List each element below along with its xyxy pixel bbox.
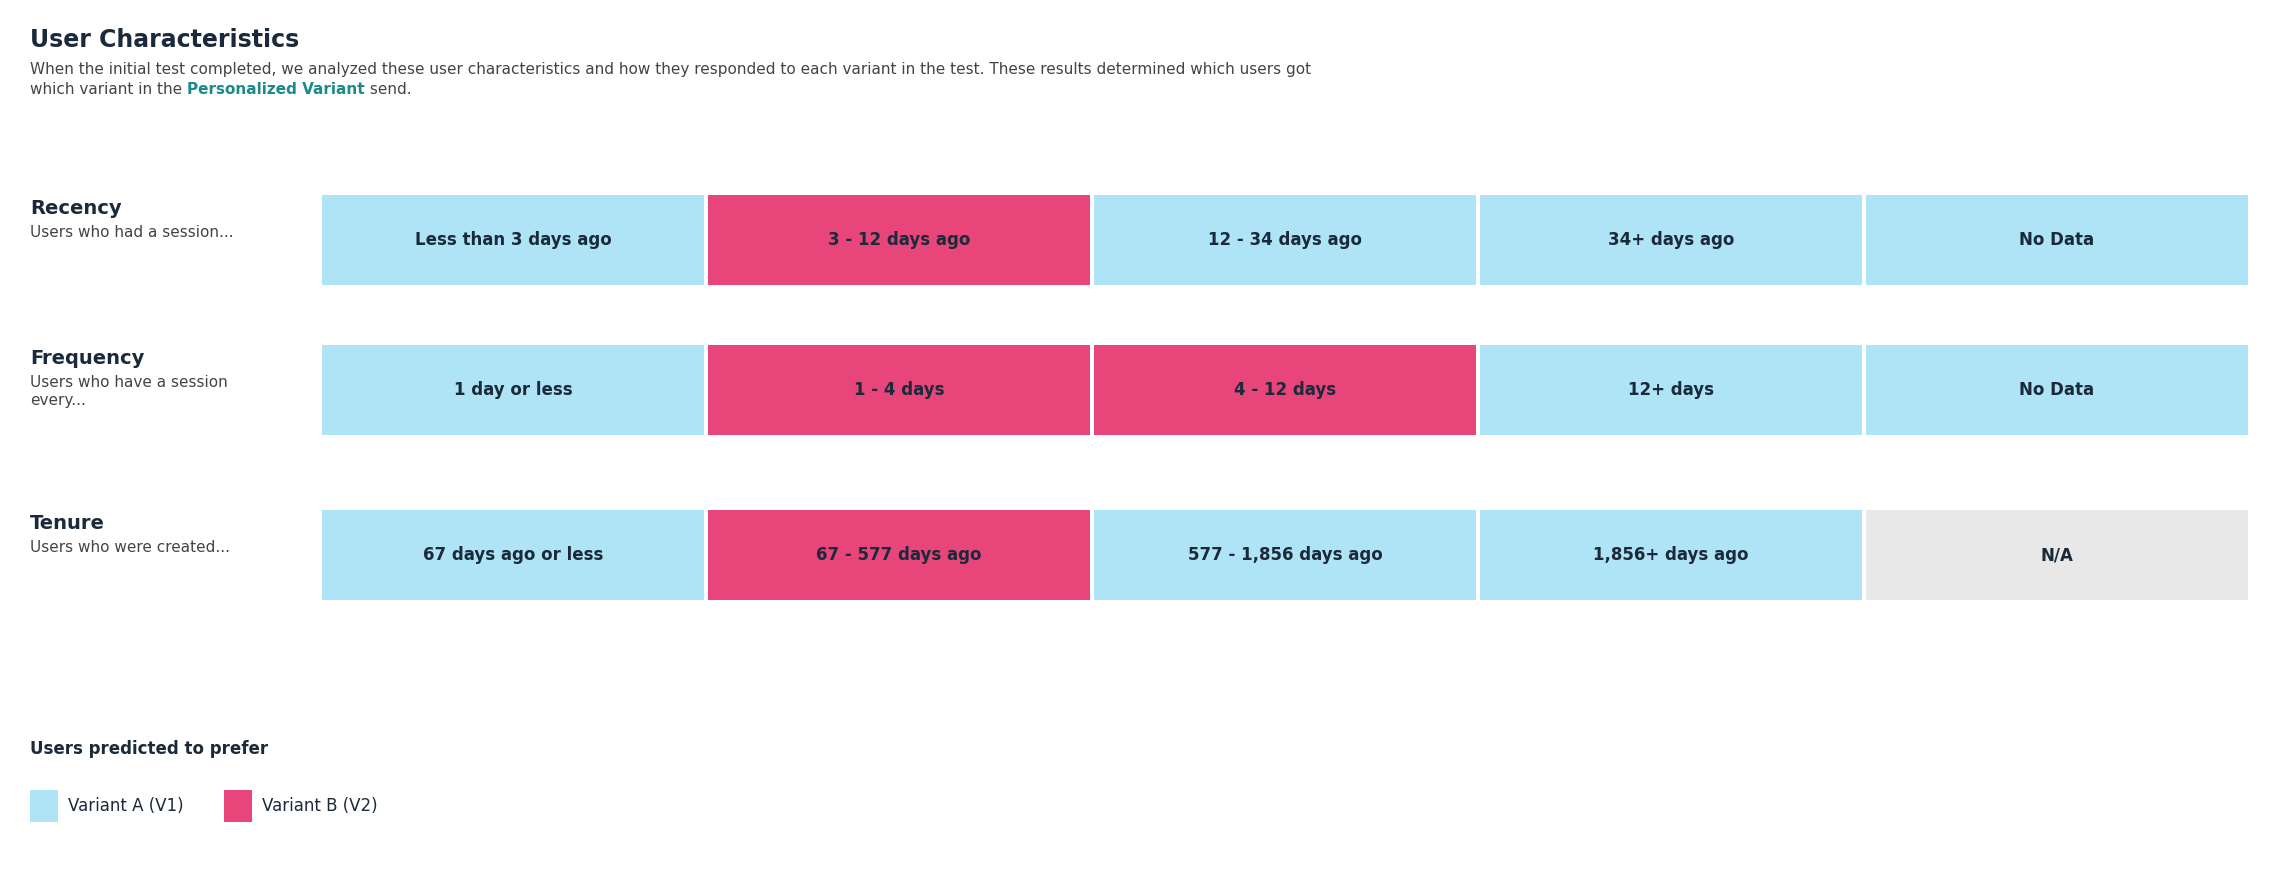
FancyBboxPatch shape bbox=[322, 345, 704, 435]
Text: Personalized Variant: Personalized Variant bbox=[187, 82, 366, 97]
FancyBboxPatch shape bbox=[1865, 195, 2247, 285]
Text: 34+ days ago: 34+ days ago bbox=[1607, 231, 1735, 249]
FancyBboxPatch shape bbox=[322, 510, 704, 600]
Text: which variant in the: which variant in the bbox=[30, 82, 187, 97]
Text: Less than 3 days ago: Less than 3 days ago bbox=[414, 231, 610, 249]
Text: N/A: N/A bbox=[2041, 546, 2073, 564]
Text: 1,856+ days ago: 1,856+ days ago bbox=[1593, 546, 1749, 564]
FancyBboxPatch shape bbox=[709, 195, 1090, 285]
FancyBboxPatch shape bbox=[1479, 195, 1863, 285]
FancyBboxPatch shape bbox=[709, 345, 1090, 435]
Text: send.: send. bbox=[366, 82, 411, 97]
Text: 12 - 34 days ago: 12 - 34 days ago bbox=[1207, 231, 1362, 249]
Text: Variant A (V1): Variant A (V1) bbox=[69, 797, 183, 815]
FancyBboxPatch shape bbox=[1095, 345, 1477, 435]
Text: Tenure: Tenure bbox=[30, 514, 105, 533]
Text: Users who have a session: Users who have a session bbox=[30, 375, 229, 390]
Text: Variant B (V2): Variant B (V2) bbox=[261, 797, 377, 815]
FancyBboxPatch shape bbox=[322, 195, 704, 285]
Text: Users who had a session...: Users who had a session... bbox=[30, 225, 233, 240]
FancyBboxPatch shape bbox=[30, 790, 57, 822]
FancyBboxPatch shape bbox=[224, 790, 251, 822]
Text: every...: every... bbox=[30, 393, 87, 408]
FancyBboxPatch shape bbox=[1479, 510, 1863, 600]
Text: 12+ days: 12+ days bbox=[1628, 381, 1714, 399]
Text: 4 - 12 days: 4 - 12 days bbox=[1234, 381, 1335, 399]
FancyBboxPatch shape bbox=[1479, 345, 1863, 435]
FancyBboxPatch shape bbox=[1865, 345, 2247, 435]
FancyBboxPatch shape bbox=[1095, 510, 1477, 600]
Text: 3 - 12 days ago: 3 - 12 days ago bbox=[828, 231, 969, 249]
Text: Users who were created...: Users who were created... bbox=[30, 540, 231, 555]
Text: 67 - 577 days ago: 67 - 577 days ago bbox=[816, 546, 981, 564]
Text: 577 - 1,856 days ago: 577 - 1,856 days ago bbox=[1189, 546, 1383, 564]
Text: Recency: Recency bbox=[30, 199, 121, 218]
Text: Users predicted to prefer: Users predicted to prefer bbox=[30, 740, 267, 758]
Text: User Characteristics: User Characteristics bbox=[30, 28, 299, 52]
Text: No Data: No Data bbox=[2019, 231, 2094, 249]
Text: No Data: No Data bbox=[2019, 381, 2094, 399]
Text: When the initial test completed, we analyzed these user characteristics and how : When the initial test completed, we anal… bbox=[30, 62, 1312, 77]
Text: 67 days ago or less: 67 days ago or less bbox=[423, 546, 604, 564]
FancyBboxPatch shape bbox=[1095, 195, 1477, 285]
Text: 1 day or less: 1 day or less bbox=[453, 381, 572, 399]
FancyBboxPatch shape bbox=[709, 510, 1090, 600]
Text: Variant A (V1): Variant A (V1) bbox=[69, 797, 183, 815]
Text: 1 - 4 days: 1 - 4 days bbox=[853, 381, 944, 399]
FancyBboxPatch shape bbox=[1865, 510, 2247, 600]
Text: Frequency: Frequency bbox=[30, 349, 144, 368]
